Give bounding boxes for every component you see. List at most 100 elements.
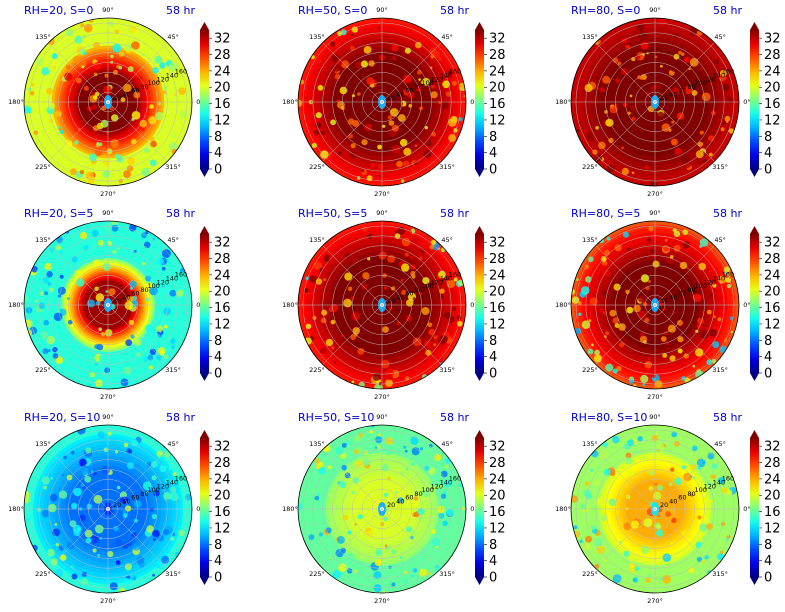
radial-tick-label: 80 <box>140 83 148 91</box>
field-speckle <box>623 550 630 557</box>
radial-tick-label: 140 <box>440 275 452 283</box>
field-speckle <box>305 323 312 329</box>
radial-tick-label: 60 <box>405 87 413 95</box>
field-speckle <box>400 279 404 282</box>
angular-tick-label: 180° <box>555 98 571 106</box>
colorbar-body <box>750 30 759 169</box>
field-speckle <box>351 491 355 495</box>
panel-title: RH=20, S=10 <box>24 411 100 424</box>
field-speckle <box>151 475 157 481</box>
field-speckle <box>132 576 137 581</box>
field-speckle <box>106 240 113 247</box>
field-speckle <box>42 277 49 284</box>
panel-time: 58 hr <box>440 4 469 17</box>
field-speckle <box>670 467 675 472</box>
angular-gridline <box>381 42 442 103</box>
angular-tick-label: 90° <box>376 209 388 217</box>
field-speckle <box>133 463 138 468</box>
field-speckle <box>377 144 382 150</box>
field-speckle <box>573 525 578 530</box>
field-speckle <box>366 342 370 345</box>
field-speckle <box>382 326 389 333</box>
colorbar-tick-label: 24 <box>489 64 506 79</box>
field-speckle <box>128 223 137 232</box>
field-speckle <box>677 348 683 354</box>
field-speckle <box>722 84 730 92</box>
field-speckle <box>98 327 102 332</box>
colorbar-tick-label: 20 <box>489 489 506 504</box>
field-speckle <box>607 165 615 173</box>
polar-frame <box>570 17 740 187</box>
field-speckle <box>603 558 607 562</box>
field-speckle <box>721 487 728 494</box>
field-speckle <box>659 53 667 61</box>
angular-gridline <box>595 449 656 510</box>
angular-gridline <box>107 42 168 103</box>
field-speckle <box>636 86 641 91</box>
field-speckle <box>63 455 67 460</box>
field-speckle <box>651 88 661 97</box>
field-speckle <box>603 468 611 476</box>
field-speckle <box>141 261 146 266</box>
field-speckle <box>653 152 661 160</box>
field-speckle <box>352 477 360 484</box>
field-speckle <box>141 334 145 338</box>
field-speckle <box>658 300 664 306</box>
field-speckle <box>341 60 350 69</box>
field-speckle <box>319 267 324 272</box>
field-speckle <box>589 297 598 306</box>
field-speckle <box>102 170 111 178</box>
field-speckle <box>147 354 154 361</box>
field-speckle <box>403 147 412 156</box>
field-speckle <box>622 102 628 107</box>
colorbar-tick-label: 0 <box>214 571 222 586</box>
field-speckle <box>53 312 63 322</box>
radial-tick-label: 20 <box>387 501 395 509</box>
angular-gridline <box>654 245 715 306</box>
field-speckle <box>720 69 727 77</box>
field-speckle <box>699 86 705 91</box>
field-speckle <box>93 259 99 265</box>
panel-title: RH=50, S=10 <box>298 411 374 424</box>
angular-gridline <box>381 508 442 569</box>
field-speckle <box>320 347 327 354</box>
colorbar-tick-label: 12 <box>764 317 781 332</box>
colorbar-tick-label: 8 <box>489 130 497 145</box>
field-speckle <box>697 141 704 147</box>
colorbar-tick-label: 32 <box>214 32 231 47</box>
field-speckle <box>39 291 44 296</box>
field-speckle <box>351 255 359 264</box>
field-speckle <box>74 35 83 44</box>
field-speckle <box>419 568 428 577</box>
colorbar-tick-label: 28 <box>214 48 231 63</box>
angular-gridline <box>322 508 383 569</box>
field-speckle <box>55 356 64 364</box>
field-speckle <box>591 343 594 347</box>
field-speckle <box>412 297 416 301</box>
field-speckle <box>691 90 698 96</box>
radial-tick-label: 120 <box>704 278 716 286</box>
field-speckle <box>38 302 45 309</box>
angular-gridline <box>48 42 109 103</box>
angular-tick-label: 315° <box>439 570 455 578</box>
field-speckle <box>696 323 703 329</box>
colorbar-tick-label: 4 <box>489 350 497 365</box>
colorbar-tick-label: 32 <box>489 32 506 47</box>
field-speckle <box>71 256 78 263</box>
radial-tick-label: 80 <box>687 83 695 91</box>
field-speckle <box>107 431 112 436</box>
field-speckle <box>101 105 107 111</box>
field-speckle <box>338 490 347 500</box>
field-speckle <box>429 244 435 250</box>
field-speckle <box>431 255 438 263</box>
field-speckle <box>654 55 658 59</box>
field-speckle <box>633 304 641 313</box>
field-speckle <box>632 577 638 583</box>
field-speckle <box>185 493 192 501</box>
field-speckle <box>383 492 389 497</box>
field-speckle <box>631 171 635 175</box>
field-speckle <box>683 56 691 63</box>
field-speckle <box>676 548 684 556</box>
field-speckle <box>672 228 677 233</box>
angular-tick-label: 135° <box>35 33 51 41</box>
